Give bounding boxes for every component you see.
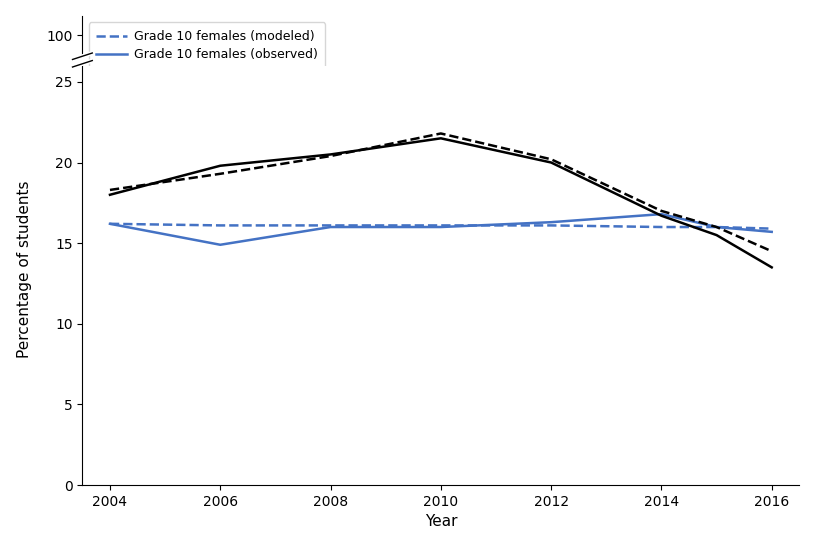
Grade 10 females (modeled) — [325, 222, 335, 229]
Grade 10 females (observed) — [767, 229, 777, 235]
Grade 10 males (observed) — [767, 264, 777, 271]
Grade 10 males (modeled) — [546, 156, 556, 163]
Line: Grade 10 females (modeled): Grade 10 females (modeled) — [110, 224, 772, 229]
Grade 10 males (modeled) — [767, 248, 777, 254]
Grade 10 males (modeled) — [325, 153, 335, 160]
Grade 10 females (modeled) — [767, 225, 777, 232]
Legend: Grade 10 females (modeled), Grade 10 females (observed), Grade 10 males (modeled: Grade 10 females (modeled), Grade 10 fem… — [89, 23, 325, 105]
Grade 10 males (modeled) — [657, 208, 667, 214]
Grade 10 females (observed) — [325, 224, 335, 230]
Grade 10 males (observed) — [436, 135, 446, 142]
Grade 10 males (observed) — [215, 162, 225, 169]
Grade 10 females (observed) — [657, 211, 667, 217]
Grade 10 males (observed) — [105, 191, 115, 198]
Line: Grade 10 males (modeled): Grade 10 males (modeled) — [110, 134, 772, 251]
Grade 10 females (modeled) — [657, 224, 667, 230]
Grade 10 females (observed) — [215, 241, 225, 248]
Grade 10 females (modeled) — [436, 222, 446, 229]
Grade 10 females (observed) — [436, 224, 446, 230]
Grade 10 males (observed) — [546, 160, 556, 166]
Grade 10 females (modeled) — [546, 222, 556, 229]
Grade 10 females (observed) — [546, 219, 556, 225]
Grade 10 males (modeled) — [712, 224, 722, 230]
Grade 10 males (modeled) — [436, 130, 446, 137]
Grade 10 females (modeled) — [712, 224, 722, 230]
Grade 10 males (modeled) — [215, 170, 225, 177]
X-axis label: Year: Year — [424, 514, 457, 529]
Line: Grade 10 females (observed): Grade 10 females (observed) — [110, 214, 772, 245]
Grade 10 females (observed) — [712, 224, 722, 230]
Grade 10 females (observed) — [105, 220, 115, 227]
Grade 10 males (observed) — [325, 151, 335, 158]
Line: Grade 10 males (observed): Grade 10 males (observed) — [110, 139, 772, 267]
Grade 10 females (modeled) — [215, 222, 225, 229]
Grade 10 males (modeled) — [105, 186, 115, 193]
Grade 10 males (observed) — [712, 232, 722, 238]
Grade 10 males (observed) — [657, 212, 667, 219]
Grade 10 females (modeled) — [105, 220, 115, 227]
Text: Percentage of students: Percentage of students — [17, 181, 32, 358]
